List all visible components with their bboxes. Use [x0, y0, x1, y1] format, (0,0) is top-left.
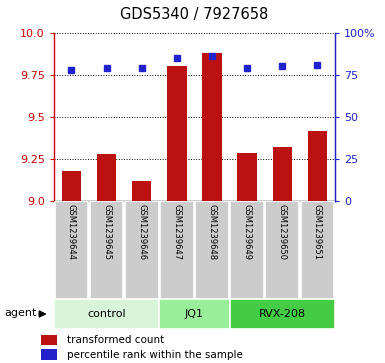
Bar — [41, 335, 57, 345]
Bar — [62, 171, 81, 201]
Bar — [55, 201, 88, 299]
Bar — [97, 154, 116, 201]
Bar — [167, 66, 186, 201]
Bar — [90, 201, 124, 299]
Bar — [308, 131, 327, 201]
Bar — [265, 201, 299, 299]
Text: JQ1: JQ1 — [185, 309, 204, 319]
Text: GSM1239650: GSM1239650 — [278, 204, 287, 260]
Text: GSM1239644: GSM1239644 — [67, 204, 76, 260]
Bar — [230, 201, 264, 299]
Bar — [160, 201, 194, 299]
Text: GSM1239646: GSM1239646 — [137, 204, 146, 261]
Text: GSM1239647: GSM1239647 — [172, 204, 181, 261]
Text: percentile rank within the sample: percentile rank within the sample — [67, 350, 243, 359]
Bar — [159, 299, 229, 329]
Text: control: control — [87, 309, 126, 319]
Bar — [238, 152, 257, 201]
Bar — [195, 201, 229, 299]
Text: GDS5340 / 7927658: GDS5340 / 7927658 — [120, 7, 269, 22]
Text: GSM1239648: GSM1239648 — [208, 204, 216, 261]
Text: RVX-208: RVX-208 — [259, 309, 306, 319]
Bar — [132, 181, 151, 201]
Text: GSM1239651: GSM1239651 — [313, 204, 322, 260]
Bar — [301, 201, 334, 299]
Text: GSM1239645: GSM1239645 — [102, 204, 111, 260]
Text: agent: agent — [4, 307, 37, 318]
Bar — [229, 299, 335, 329]
Bar — [273, 147, 292, 201]
Text: transformed count: transformed count — [67, 335, 164, 345]
Bar — [41, 349, 57, 360]
Bar — [125, 201, 159, 299]
Bar — [203, 53, 222, 201]
Bar — [54, 299, 159, 329]
Text: GSM1239649: GSM1239649 — [243, 204, 252, 260]
